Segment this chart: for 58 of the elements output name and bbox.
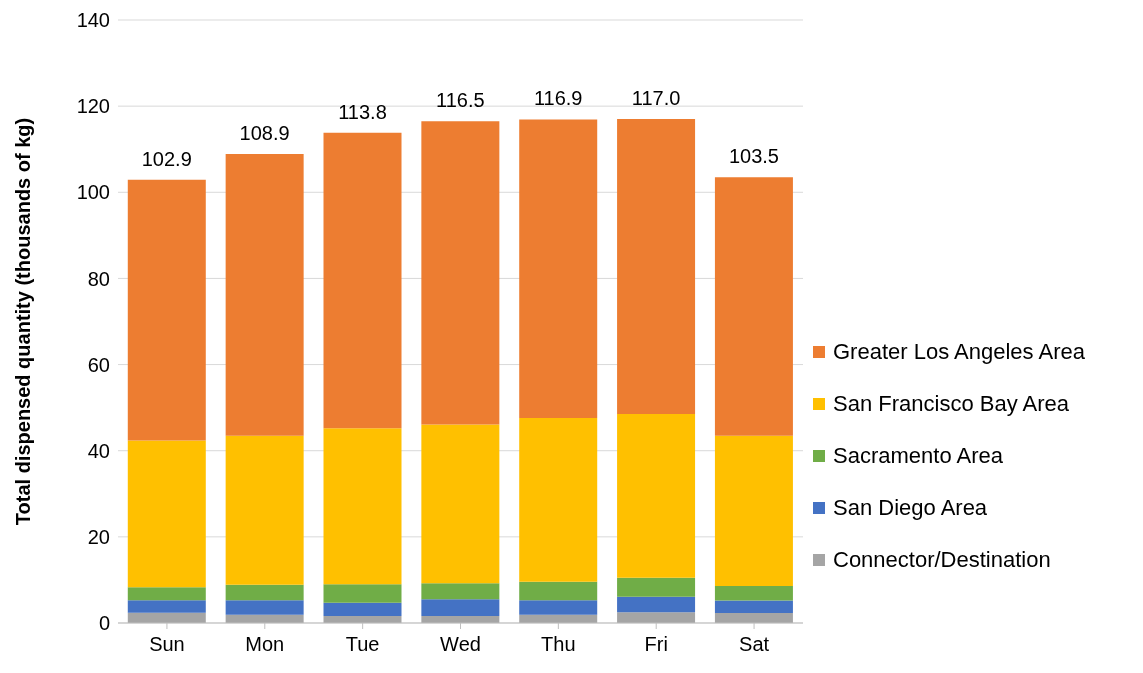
bar — [421, 599, 500, 617]
bar — [714, 600, 793, 614]
y-axis-title: Total dispensed quantity (thousands of kg) — [12, 117, 35, 526]
x-tick-label: Tue — [345, 633, 380, 656]
legend-label: San Diego Area — [833, 494, 988, 521]
bar — [323, 428, 402, 585]
x-tick-label: Sat — [739, 633, 770, 656]
y-tick-label: 100 — [76, 181, 110, 204]
bar — [225, 600, 304, 615]
total-label: 116.9 — [533, 87, 583, 110]
total-label: 116.5 — [436, 89, 485, 112]
x-tick-label: Mon — [245, 633, 285, 656]
total-label: 113.8 — [338, 100, 387, 123]
legend-label: Greater Los Angeles Area — [833, 338, 1085, 365]
bar — [714, 613, 793, 623]
bar — [225, 153, 304, 436]
bar — [617, 612, 696, 623]
bar — [714, 177, 793, 436]
y-tick-label: 0 — [98, 612, 110, 635]
y-tick-label: 20 — [87, 525, 110, 548]
bar — [323, 584, 402, 603]
y-tick-label: 40 — [87, 439, 110, 462]
bar — [323, 602, 402, 617]
bar — [519, 417, 598, 582]
bar — [617, 119, 696, 415]
x-tick-label: Sun — [149, 633, 185, 656]
bar — [225, 584, 304, 601]
x-tick-label: Thu — [541, 633, 576, 656]
y-tick-label: 120 — [76, 95, 110, 118]
legend-label: San Francisco Bay Area — [833, 390, 1070, 417]
total-label: 102.9 — [141, 147, 192, 170]
bar — [323, 132, 402, 429]
bar — [421, 121, 500, 425]
bar — [714, 435, 793, 586]
bar — [421, 583, 500, 600]
total-label: 117.0 — [631, 87, 681, 110]
legend-label: Connector/Destination — [833, 546, 1051, 573]
x-tick-label: Wed — [440, 633, 481, 656]
legend-label: Sacramento Area — [833, 442, 1003, 469]
x-tick-label: Fri — [644, 633, 668, 656]
bar — [519, 581, 598, 601]
bar — [714, 585, 793, 601]
bar — [421, 424, 500, 584]
y-tick-label: 60 — [87, 353, 110, 376]
bar — [225, 435, 304, 585]
bar — [127, 587, 206, 601]
bar — [127, 600, 206, 613]
total-label: 103.5 — [728, 145, 779, 168]
y-tick-label: 80 — [87, 267, 110, 290]
bar — [519, 600, 598, 615]
bar — [127, 179, 206, 441]
y-tick-label: 140 — [76, 9, 110, 32]
bar — [617, 414, 696, 578]
bar — [127, 440, 206, 588]
total-label: 108.9 — [239, 121, 290, 144]
bar — [519, 119, 598, 418]
bar — [617, 596, 696, 613]
bar — [617, 577, 696, 597]
